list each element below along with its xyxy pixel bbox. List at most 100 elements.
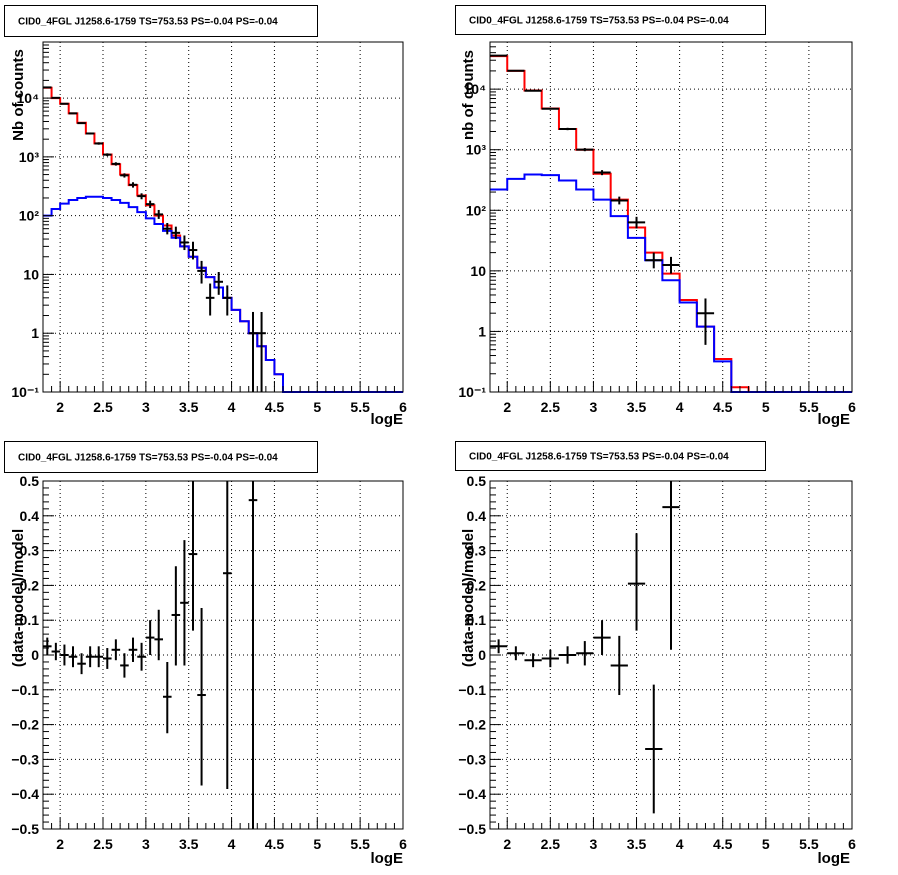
panel-1-x-tick-label: 5.5	[350, 399, 370, 415]
panel-1-point-11	[128, 182, 138, 188]
panel-3-point-11	[128, 637, 138, 662]
panel-3-y-tick-label: 0.3	[20, 543, 40, 559]
panel-1-point-13	[145, 200, 155, 208]
panel-2-x-tick-label: 6	[848, 399, 856, 415]
panel-4-point-11	[662, 481, 680, 650]
panel-3-grid	[43, 481, 403, 829]
panel-1-x-axis-label: logE	[371, 411, 404, 428]
panel-2-point-6	[576, 148, 594, 152]
panel-1-point-16	[171, 226, 181, 240]
panel-4-y-tick-label: 0.1	[467, 612, 487, 628]
panel-1-series-red-line	[43, 86, 403, 393]
panel-4-x-tick-label: 5.5	[799, 836, 819, 852]
panel-3-y-tick-label: −0.4	[11, 786, 39, 802]
panel-3-x-tick-label: 4	[228, 836, 236, 852]
panel-2-x-axis: 2 2.5 3 3.5 4 4.5 5 5.5 6	[489, 381, 856, 415]
panel-4-point-5	[558, 646, 577, 664]
panel-4-y-tick-label: 0.2	[467, 577, 487, 593]
panel-3-x-tick-label: 6	[399, 836, 407, 852]
panel-3-point-7	[94, 646, 103, 668]
panel-1-data-points	[43, 86, 266, 392]
panel-2-y-tick-label: 10²	[466, 202, 487, 218]
panel-3-x-tick-label: 2.5	[93, 836, 113, 852]
panel-1-grid	[43, 42, 403, 392]
panel-2-point-8	[610, 196, 628, 205]
panel-2-x-tick-label: 4	[676, 399, 684, 415]
panel-4-x-axis-label: logE	[818, 850, 851, 867]
panel-1-point-21	[214, 272, 223, 295]
panel-3-title-box	[4, 441, 318, 473]
panel-3-y-tick-label: 0.2	[20, 577, 40, 593]
panel-2-series-blue-line	[490, 173, 852, 393]
panel-4-y-tick-label: 0	[478, 647, 486, 663]
panel-2-title-box	[455, 5, 766, 35]
panel-4-x-tick-label: 3.5	[627, 836, 647, 852]
panel-1-point-12	[137, 193, 146, 200]
panel-4-x-tick-label: 2	[503, 836, 511, 852]
panel-1-point-15	[163, 222, 172, 235]
panel-3-data-points	[43, 481, 258, 829]
panel-3-point-17	[180, 540, 189, 666]
panel-3-y-tick-label: 0.1	[20, 612, 40, 628]
panel-1-point-19	[197, 260, 206, 284]
panel-4-y-tick-label: −0.1	[458, 682, 486, 698]
panel-2-point-2	[507, 69, 525, 72]
panel-4-point-3	[524, 653, 542, 668]
panel-1-y-tick-label: 10⁻¹	[11, 384, 39, 400]
panel-1-point-4	[68, 112, 78, 115]
panel-4-y-tick-label: 0.5	[467, 473, 487, 489]
panel-2-point-7	[593, 170, 611, 176]
panel-1-x-tick-label: 3.5	[179, 399, 199, 415]
panel-3-y-tick-label: 0	[31, 647, 39, 663]
panel-1: CID0_4FGL J1258.6-1759 TS=753.53 PS=-0.0…	[4, 5, 407, 428]
panel-4-point-2	[507, 646, 525, 661]
panel-3-y-axis-label: (data-model)/model	[10, 529, 27, 667]
panel-2-x-tick-label: 5	[762, 399, 770, 415]
panel-2-x-tick-label: 2	[503, 399, 511, 415]
panel-4-point-7	[593, 620, 611, 655]
panel-3-y-tick-label: 0.4	[20, 508, 40, 524]
panel-4-y-tick-label: −0.4	[458, 786, 486, 802]
panel-3-y-tick-label: −0.3	[11, 751, 39, 767]
panel-4-data-points	[490, 481, 680, 814]
panel-4-y-tick-label: −0.3	[458, 751, 486, 767]
panel-3-point-21	[248, 481, 258, 829]
panel-2-x-tick-label: 3	[590, 399, 598, 415]
panel-3-point-19	[197, 608, 206, 786]
panel-3-x-axis-label: logE	[371, 850, 404, 867]
panel-4-y-tick-label: −0.2	[458, 717, 486, 733]
panel-2-y-tick-label: 10³	[466, 142, 487, 158]
panel-4-x-tick-label: 4	[676, 836, 684, 852]
panel-3-point-15	[163, 661, 172, 734]
panel-1-point-3	[60, 102, 69, 105]
panel-1-y-axis: 10⁻¹ 1 10 10² 10³ 10⁴	[11, 41, 54, 400]
panel-2-y-tick-label: 10	[470, 263, 486, 279]
panel-3-point-13	[145, 620, 155, 655]
panel-3-point-2	[51, 642, 61, 661]
panel-1-title: CID0_4FGL J1258.6-1759 TS=753.53 PS=-0.0…	[18, 17, 278, 28]
panel-1-title-box	[4, 5, 318, 37]
panel-2-point-5	[558, 127, 577, 131]
panel-4-y-axis: −0.5 −0.4 −0.3 −0.2 −0.1 0 0.1 0.2 0.3 0.4 0.5	[458, 473, 501, 837]
panel-2-point-1	[490, 54, 508, 57]
panel-4-point-1	[490, 639, 508, 654]
panel-2-point-9	[627, 216, 646, 229]
panel-1-y-tick-label: 10⁴	[17, 90, 40, 106]
panel-2: CID0_4FGL J1258.6-1759 TS=753.53 PS=-0.0…	[455, 5, 856, 428]
panel-1-point-9	[111, 162, 121, 166]
panel-1-series-blue-line	[43, 195, 403, 393]
panel-2-x-tick-label: 2.5	[541, 399, 561, 415]
panel-2-title: CID0_4FGL J1258.6-1759 TS=753.53 PS=-0.0…	[469, 16, 729, 27]
panel-1-x-tick-label: 2.5	[93, 399, 113, 415]
panel-2-point-10	[645, 252, 663, 269]
panel-3-y-tick-label: −0.5	[11, 821, 39, 837]
panel-1-point-17	[180, 235, 189, 251]
panel-4-y-axis-label: (data-model)/model	[460, 529, 477, 667]
panel-3-x-tick-label: 2	[56, 836, 64, 852]
panel-3-point-6	[85, 646, 95, 668]
panel-3-y-tick-label: 0.5	[20, 473, 40, 489]
panel-3-point-14	[154, 609, 163, 661]
panel-3: CID0_4FGL J1258.6-1759 TS=753.53 PS=-0.0…	[4, 441, 407, 867]
panel-2-y-tick-label: 10⁻¹	[458, 384, 486, 400]
panel-3-title: CID0_4FGL J1258.6-1759 TS=753.53 PS=-0.0…	[18, 453, 278, 464]
